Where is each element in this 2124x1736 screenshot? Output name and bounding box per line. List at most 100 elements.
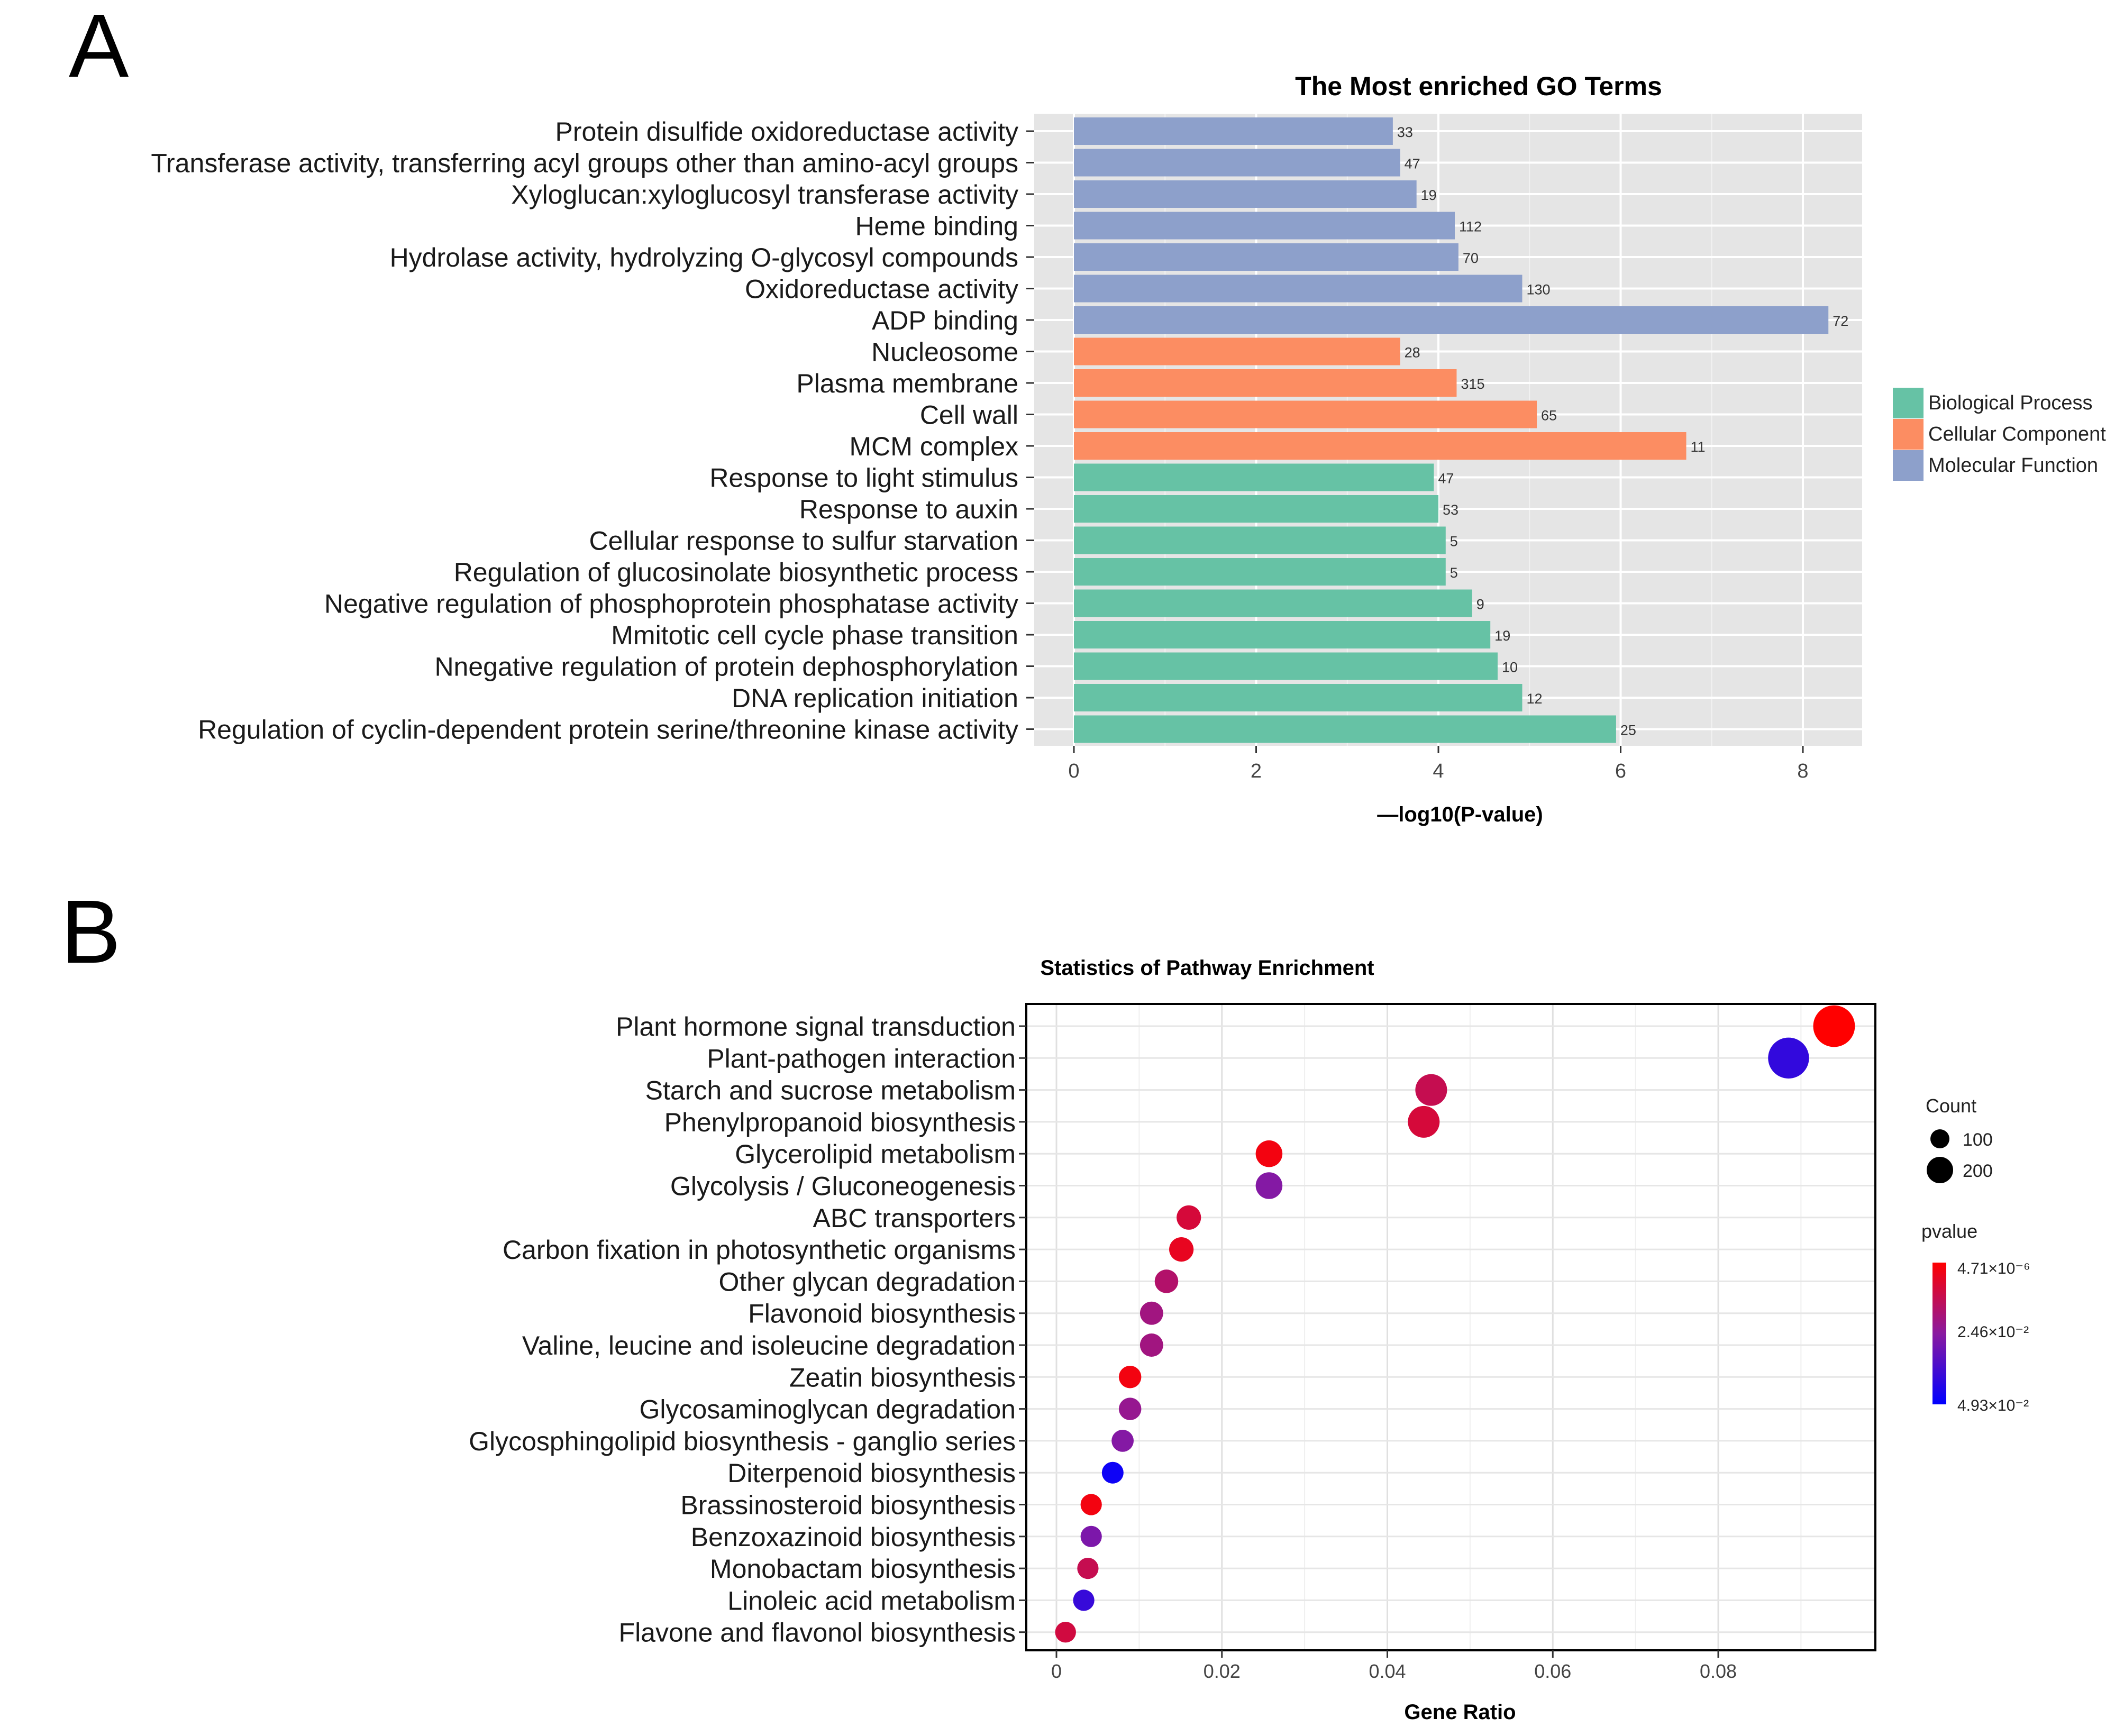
go-term-label: ADP binding	[872, 306, 1018, 335]
pathway-term-label: Linoleic acid metabolism	[727, 1586, 1016, 1615]
count-legend-dot-100	[1930, 1129, 1949, 1148]
go-bar	[1074, 526, 1446, 554]
pathway-point	[1111, 1430, 1134, 1452]
pathway-term-label: Other glycan degradation	[719, 1267, 1016, 1296]
go-x-axis-title: —log10(P-value)	[1377, 803, 1543, 826]
go-bars	[1074, 117, 1829, 743]
go-term-label: Transferase activity, transferring acyl …	[151, 149, 1018, 178]
go-term-labels: Protein disulfide oxidoreductase activit…	[151, 117, 1034, 745]
go-count-label: 12	[1526, 691, 1542, 707]
go-term-label: Regulation of cyclin-dependent protein s…	[198, 715, 1018, 745]
go-bar	[1074, 621, 1491, 648]
pathway-point	[1408, 1105, 1440, 1138]
go-term-label: Oxidoreductase activity	[745, 275, 1018, 304]
legend-swatch-biological-process	[1893, 388, 1924, 418]
go-bar	[1074, 369, 1457, 397]
go-term-label: Nucleosome	[871, 337, 1018, 367]
pathway-point	[1080, 1494, 1102, 1515]
pvalue-label-low: 4.93×10⁻²	[1957, 1397, 2029, 1414]
go-bar	[1074, 180, 1417, 208]
pathway-x-tick-label: 0.04	[1369, 1660, 1406, 1682]
pathway-term-label: Glycolysis / Gluconeogenesis	[670, 1172, 1016, 1201]
panel-label-a: A	[69, 0, 129, 96]
pathway-gridlines	[1027, 1005, 1874, 1649]
go-count-label: 11	[1691, 439, 1706, 455]
go-bar	[1074, 400, 1537, 428]
pathway-term-label: Flavone and flavonol biosynthesis	[619, 1618, 1016, 1648]
go-bar	[1074, 558, 1446, 586]
pvalue-legend-title: pvalue	[1921, 1220, 1977, 1242]
pathway-term-label: Plant hormone signal transduction	[616, 1012, 1016, 1041]
go-term-label: Plasma membrane	[796, 369, 1018, 398]
go-count-label: 28	[1405, 345, 1420, 361]
pathway-point	[1415, 1074, 1447, 1106]
go-count-label: 47	[1438, 471, 1454, 487]
go-term-label: Regulation of glucosinolate biosynthetic…	[454, 558, 1018, 587]
go-x-tick-label: 6	[1615, 760, 1626, 782]
go-count-label: 5	[1450, 565, 1458, 581]
go-count-label: 47	[1405, 156, 1420, 172]
legend-label-cellular-component: Cellular Component	[1928, 423, 2106, 445]
go-bar	[1074, 149, 1400, 177]
go-bar-chart: The Most enriched GO Terms 3347191127013…	[151, 71, 2106, 826]
go-count-label: 65	[1541, 408, 1557, 424]
pathway-point	[1169, 1237, 1194, 1262]
pathway-point	[1055, 1621, 1076, 1643]
go-bar	[1074, 684, 1523, 711]
count-legend-label-100: 100	[1963, 1130, 1993, 1150]
go-x-axis: 0 2 4 6 8	[1068, 746, 1809, 782]
go-bar	[1074, 306, 1829, 334]
pathway-point	[1255, 1140, 1283, 1167]
pathway-chart-title: Statistics of Pathway Enrichment	[1040, 956, 1374, 980]
go-count-label: 19	[1494, 628, 1510, 644]
go-x-tick-label: 8	[1797, 760, 1808, 782]
go-x-tick-label: 0	[1068, 760, 1079, 782]
pathway-point	[1080, 1525, 1102, 1547]
pathway-point	[1073, 1589, 1095, 1611]
pathway-term-label: Monobactam biosynthesis	[710, 1554, 1016, 1584]
go-legend: Biological Process Cellular Component Mo…	[1893, 388, 2106, 481]
go-bar	[1074, 463, 1434, 491]
pathway-point	[1077, 1557, 1099, 1579]
pathway-point	[1154, 1269, 1179, 1293]
pathway-term-label: Brassinosteroid biosynthesis	[680, 1491, 1016, 1520]
go-bar	[1074, 495, 1438, 523]
pathway-term-label: Diterpenoid biosynthesis	[727, 1458, 1016, 1488]
pathway-term-label: Benzoxazinoid biosynthesis	[691, 1522, 1016, 1552]
go-bar	[1074, 715, 1616, 743]
go-term-label: Response to auxin	[799, 495, 1018, 524]
go-term-label: Cellular response to sulfur starvation	[589, 526, 1019, 556]
legend-swatch-molecular-function	[1893, 450, 1924, 481]
pathway-point	[1101, 1461, 1124, 1484]
pathway-term-label: Flavonoid biosynthesis	[748, 1299, 1016, 1329]
count-legend-dot-200	[1927, 1157, 1953, 1183]
pvalue-label-mid: 2.46×10⁻²	[1957, 1323, 2029, 1341]
panel-label-b: B	[61, 882, 121, 982]
pvalue-label-high: 4.71×10⁻⁶	[1957, 1260, 2030, 1277]
go-term-label: Nnegative regulation of protein dephosph…	[434, 652, 1018, 682]
pathway-point	[1813, 1005, 1855, 1047]
pvalue-legend: pvalue 4.71×10⁻⁶ 2.46×10⁻² 4.93×10⁻²	[1921, 1220, 2030, 1414]
go-count-label: 10	[1502, 660, 1518, 675]
count-legend-label-200: 200	[1963, 1161, 1993, 1181]
count-legend: Count 100 200	[1926, 1095, 1993, 1183]
go-count-label: 72	[1833, 313, 1848, 329]
go-term-label: Protein disulfide oxidoreductase activit…	[555, 117, 1018, 147]
go-bar	[1074, 652, 1498, 680]
go-bar	[1074, 589, 1472, 617]
pathway-point	[1118, 1366, 1142, 1388]
count-legend-title: Count	[1926, 1095, 1976, 1117]
pathway-point	[1255, 1172, 1283, 1199]
go-chart-title: The Most enriched GO Terms	[1295, 71, 1662, 101]
pathway-point	[1177, 1205, 1201, 1230]
go-term-label: Mmitotic cell cycle phase transition	[611, 620, 1018, 650]
go-count-label: 19	[1421, 187, 1437, 203]
go-x-tick-label: 2	[1251, 760, 1262, 782]
go-count-label: 130	[1526, 282, 1550, 298]
go-count-label: 53	[1443, 502, 1458, 518]
go-bar	[1074, 337, 1400, 366]
pathway-x-tick-label: 0	[1051, 1660, 1062, 1682]
go-term-label: Heme binding	[855, 212, 1018, 241]
